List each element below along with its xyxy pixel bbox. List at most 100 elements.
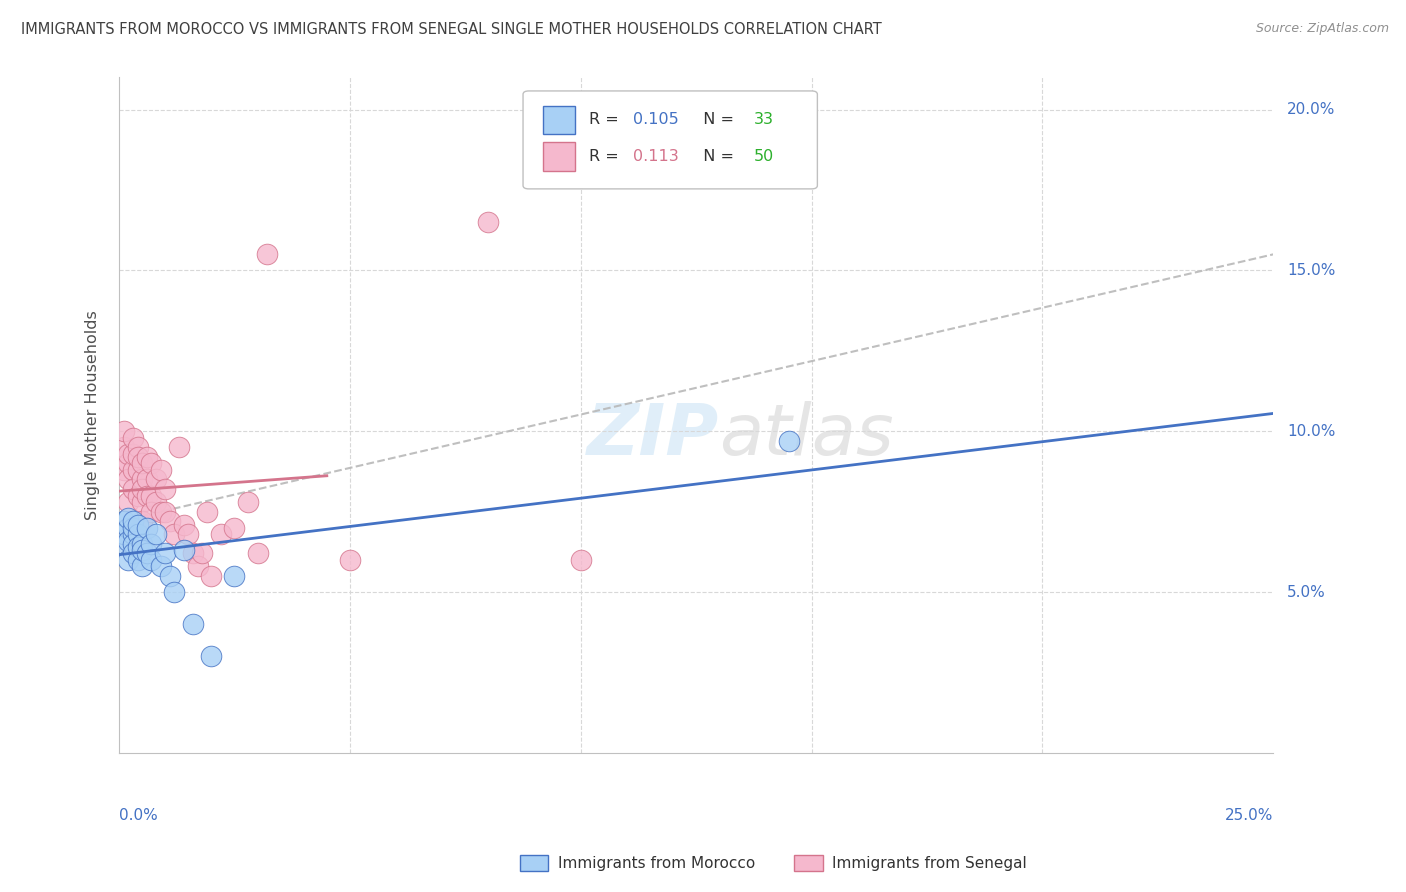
- Point: [131, 495, 153, 509]
- Point: [131, 482, 153, 496]
- Point: [173, 543, 195, 558]
- Point: [135, 489, 157, 503]
- Text: Immigrants from Morocco: Immigrants from Morocco: [558, 856, 755, 871]
- Point: [191, 546, 214, 560]
- Point: [122, 521, 145, 535]
- Point: [141, 537, 163, 551]
- Text: IMMIGRANTS FROM MOROCCO VS IMMIGRANTS FROM SENEGAL SINGLE MOTHER HOUSEHOLDS CORR: IMMIGRANTS FROM MOROCCO VS IMMIGRANTS FR…: [21, 22, 882, 37]
- Point: [127, 540, 149, 554]
- Point: [112, 463, 135, 477]
- Point: [778, 434, 800, 448]
- Text: 15.0%: 15.0%: [1286, 263, 1336, 278]
- Point: [127, 440, 149, 454]
- Point: [112, 527, 135, 541]
- Point: [159, 569, 181, 583]
- Point: [117, 533, 139, 548]
- Text: 25.0%: 25.0%: [1225, 807, 1274, 822]
- Text: 33: 33: [754, 112, 773, 128]
- Point: [159, 514, 181, 528]
- Point: [127, 489, 149, 503]
- Point: [181, 546, 204, 560]
- Point: [117, 495, 139, 509]
- Point: [131, 457, 153, 471]
- Point: [246, 546, 269, 560]
- Point: [224, 521, 246, 535]
- Point: [149, 463, 172, 477]
- FancyBboxPatch shape: [543, 106, 575, 134]
- Point: [477, 215, 499, 229]
- Point: [145, 527, 167, 541]
- Point: [122, 482, 145, 496]
- Text: Immigrants from Senegal: Immigrants from Senegal: [832, 856, 1028, 871]
- Point: [131, 537, 153, 551]
- Point: [117, 447, 139, 461]
- Text: atlas: atlas: [720, 401, 894, 470]
- Point: [141, 505, 163, 519]
- Point: [122, 514, 145, 528]
- Point: [122, 546, 145, 560]
- Point: [131, 514, 153, 528]
- Point: [145, 495, 167, 509]
- Point: [155, 546, 177, 560]
- Text: R =: R =: [589, 149, 624, 164]
- FancyBboxPatch shape: [523, 91, 817, 189]
- Point: [117, 521, 139, 535]
- Point: [256, 247, 278, 261]
- Text: ZIP: ZIP: [588, 401, 720, 470]
- Point: [117, 511, 139, 525]
- Point: [117, 457, 139, 471]
- Text: N =: N =: [693, 149, 738, 164]
- Point: [209, 527, 232, 541]
- Point: [135, 450, 157, 464]
- Text: 10.0%: 10.0%: [1286, 424, 1336, 439]
- Point: [339, 553, 361, 567]
- Point: [112, 514, 135, 528]
- Point: [122, 431, 145, 445]
- Point: [200, 569, 222, 583]
- Point: [149, 559, 172, 574]
- Point: [173, 517, 195, 532]
- Point: [569, 553, 592, 567]
- Point: [127, 450, 149, 464]
- Text: R =: R =: [589, 112, 624, 128]
- Point: [131, 543, 153, 558]
- Text: 20.0%: 20.0%: [1286, 102, 1336, 117]
- Point: [131, 559, 153, 574]
- FancyBboxPatch shape: [543, 143, 575, 170]
- Point: [112, 537, 135, 551]
- Point: [112, 424, 135, 438]
- Text: 5.0%: 5.0%: [1286, 584, 1326, 599]
- Point: [117, 473, 139, 487]
- Point: [122, 463, 145, 477]
- Point: [131, 473, 153, 487]
- Point: [167, 440, 190, 454]
- Point: [186, 559, 208, 574]
- Text: 50: 50: [754, 149, 775, 164]
- Point: [112, 440, 135, 454]
- Point: [141, 553, 163, 567]
- Point: [127, 463, 149, 477]
- Point: [195, 505, 218, 519]
- Text: 0.0%: 0.0%: [120, 807, 157, 822]
- Y-axis label: Single Mother Households: Single Mother Households: [86, 310, 100, 520]
- Point: [149, 505, 172, 519]
- Point: [141, 489, 163, 503]
- Point: [155, 505, 177, 519]
- Point: [155, 482, 177, 496]
- Point: [122, 537, 145, 551]
- Point: [177, 527, 200, 541]
- Point: [224, 569, 246, 583]
- Point: [127, 517, 149, 532]
- Point: [181, 617, 204, 632]
- Point: [117, 553, 139, 567]
- Point: [238, 495, 260, 509]
- Point: [145, 473, 167, 487]
- Point: [135, 521, 157, 535]
- Point: [135, 473, 157, 487]
- Point: [141, 457, 163, 471]
- Text: 0.105: 0.105: [633, 112, 679, 128]
- Point: [163, 585, 186, 599]
- Point: [163, 527, 186, 541]
- Text: Source: ZipAtlas.com: Source: ZipAtlas.com: [1256, 22, 1389, 36]
- Point: [135, 546, 157, 560]
